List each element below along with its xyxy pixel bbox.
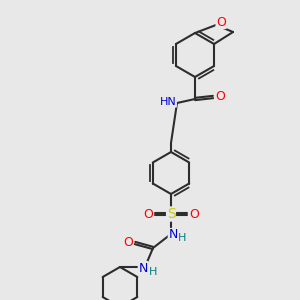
Text: O: O xyxy=(215,91,225,103)
Text: O: O xyxy=(143,208,153,220)
Text: H: H xyxy=(149,267,157,277)
Text: H: H xyxy=(178,233,186,243)
Text: O: O xyxy=(189,208,199,220)
Text: O: O xyxy=(216,16,226,28)
Text: N: N xyxy=(168,229,178,242)
Text: O: O xyxy=(123,236,133,248)
Text: S: S xyxy=(167,207,176,221)
Text: HN: HN xyxy=(160,97,176,107)
Text: N: N xyxy=(138,262,148,275)
